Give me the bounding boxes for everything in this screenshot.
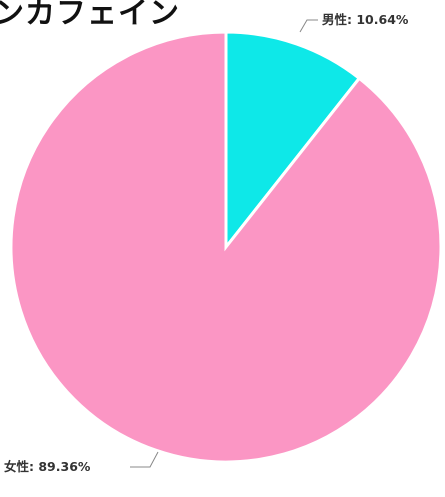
chart-title: ンカフェイン bbox=[0, 0, 180, 31]
leader-line bbox=[130, 451, 159, 468]
pie-slices bbox=[9, 30, 443, 464]
data-label-male: 男性: 10.64% bbox=[322, 12, 409, 27]
leader-line bbox=[299, 19, 318, 33]
pie-slice-male bbox=[224, 30, 362, 252]
data-label-female: 女性: 89.36% bbox=[4, 459, 91, 474]
pie-slice-female bbox=[9, 30, 443, 464]
pie-labels: 男性: 10.64% 女性: 89.36% bbox=[4, 12, 409, 474]
